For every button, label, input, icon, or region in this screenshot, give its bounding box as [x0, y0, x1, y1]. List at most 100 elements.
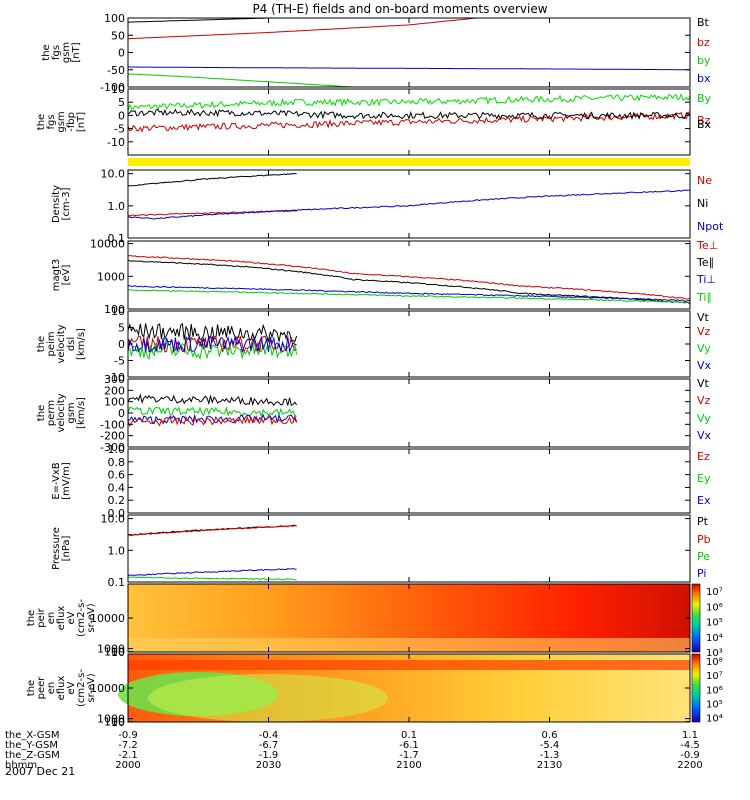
- legend-By: By: [697, 92, 712, 105]
- y-axis-label-line: fgs: [51, 45, 62, 60]
- series-Vy: [127, 340, 298, 361]
- y-tick-label: 10000: [90, 612, 125, 625]
- legend-Vy: Vy: [697, 342, 711, 355]
- y-tick-label: 300: [104, 373, 125, 386]
- panel-frame: [127, 448, 691, 514]
- legend-by: by: [697, 54, 711, 67]
- colorbar-tick-label: 10⁵: [706, 699, 723, 710]
- ephemeris-row-label: hhmm: [5, 760, 37, 771]
- y-axis-label-line: [nPa]: [61, 535, 72, 561]
- y-tick-label: 1000: [97, 270, 125, 283]
- legend-bz: bz: [697, 36, 710, 49]
- series-Te∥: [127, 259, 691, 305]
- y-tick-label: 0: [118, 407, 125, 420]
- y-axis-label-line: -fbp: [66, 112, 77, 132]
- y-tick-label: 0.0: [108, 507, 126, 520]
- legend-Ex: Ex: [697, 494, 711, 507]
- y-tick-label: 50: [111, 29, 125, 42]
- ephemeris-row-label: the_Z-GSM: [5, 750, 60, 761]
- y-tick-label: 10.0: [101, 168, 126, 181]
- figure-title: P4 (TH-E) fields and on-board moments ov…: [252, 2, 547, 16]
- colorbar-tick-label: 10⁶: [706, 602, 723, 613]
- y-axis-label-line: gsm: [66, 402, 77, 423]
- legend-Npot: Npot: [697, 220, 724, 233]
- ephemeris-row-label: the_X-GSM: [5, 730, 59, 741]
- y-tick-label: 1.0: [108, 544, 126, 557]
- series-Npot: [128, 189, 691, 220]
- y-axis-label-line: the: [36, 336, 47, 352]
- series-Bz: [127, 111, 691, 133]
- y-axis-label-line: en: [46, 682, 57, 695]
- series-bx: [128, 66, 691, 71]
- y-tick-label: 5: [118, 96, 125, 109]
- panel-efield: Ez Ey Ex 1.00.80.60.40.20.0 E=-VxB [mV/m]: [51, 443, 711, 520]
- legend-Pe: Pe: [697, 550, 710, 563]
- y-axis-label-line: Pressure: [51, 527, 62, 570]
- ephemeris-value: -5.4: [540, 740, 560, 751]
- y-axis-label: Pressure [nPa]: [51, 527, 72, 570]
- ephemeris-value: 2000: [115, 760, 140, 771]
- colorbar-tick-label: 10⁷: [706, 587, 723, 598]
- y-axis-label-line: E=-VxB: [51, 462, 62, 499]
- y-axis-label-line: gsm: [61, 42, 72, 63]
- y-tick-label: 10: [111, 305, 125, 318]
- series-Bt: [128, 17, 325, 23]
- ephemeris-value: -7.2: [118, 740, 138, 751]
- legend-Ez: Ez: [697, 450, 710, 463]
- series-Vx: [127, 413, 298, 425]
- y-tick-label: 10.0: [101, 513, 126, 526]
- y-tick-label: 0: [118, 109, 125, 122]
- ephemeris-value: -1.9: [259, 750, 279, 761]
- spectrogram-high-band: [128, 660, 690, 670]
- series-Te⊥: [127, 255, 691, 300]
- y-tick-label: 0.6: [108, 469, 126, 482]
- legend-Vx: Vx: [697, 359, 712, 372]
- ephemeris-value: -0.9: [680, 750, 700, 761]
- y-tick-label: 0.1: [108, 232, 126, 245]
- y-axis-label-line: [nT]: [76, 112, 87, 132]
- y-tick-label: 0: [118, 338, 125, 351]
- panel-frame: [127, 17, 691, 88]
- ephemeris-value: -0.9: [118, 730, 138, 741]
- y-axis-label-line: [eV]: [61, 265, 72, 286]
- panel-frame: [127, 88, 691, 156]
- colorbar-tick-label: 10⁸: [706, 657, 723, 668]
- colorbar-tick-label: 10⁴: [706, 714, 723, 725]
- ephemeris-row-label: the_Y-GSM: [5, 740, 58, 751]
- y-axis-label-line: [mV/m]: [61, 462, 72, 500]
- legend-bx: bx: [697, 72, 711, 85]
- ephemeris-value: -4.5: [680, 740, 700, 751]
- y-tick-label: -100: [100, 81, 125, 94]
- y-axis-label-line: eflux: [56, 606, 67, 631]
- y-tick-label: -200: [100, 430, 125, 443]
- ephemeris-value: -1.3: [540, 750, 560, 761]
- ephemeris-value: -6.7: [259, 740, 279, 751]
- legend-Ti⊥: Ti⊥: [696, 273, 716, 286]
- y-tick-label: 10: [111, 716, 125, 729]
- y-tick-label: 1000: [97, 643, 125, 656]
- y-tick-label: 1000: [97, 713, 125, 726]
- ephemeris-value: 2100: [396, 760, 421, 771]
- y-tick-label: -10: [107, 371, 125, 384]
- y-tick-label: -100: [100, 418, 125, 431]
- y-axis-label-line: magt3: [51, 259, 62, 292]
- y-tick-label: -300: [100, 441, 125, 454]
- y-axis-label-line: eflux: [56, 676, 67, 701]
- y-axis-label-line: (cm2-s-: [76, 599, 87, 637]
- date-label: 2007 Dec 21: [5, 765, 75, 778]
- y-axis-label: magt3 [eV]: [51, 259, 72, 292]
- ephemeris-value: 2030: [256, 760, 281, 771]
- y-axis-label-line: perm: [46, 400, 57, 426]
- legend-Vz: Vz: [697, 394, 711, 407]
- legend-Ey: Ey: [697, 472, 711, 485]
- ephemeris-value: -6.1: [399, 740, 419, 751]
- panel-magt3: Te⊥ Te∥ Ti⊥ Ti∥ 10000 1000 100 magt3 [eV]: [51, 238, 718, 316]
- ephemeris-value: 2200: [677, 760, 702, 771]
- legend-Vt: Vt: [697, 311, 710, 324]
- panel-frame: [127, 378, 691, 448]
- ephemeris-value: 0.1: [401, 730, 417, 741]
